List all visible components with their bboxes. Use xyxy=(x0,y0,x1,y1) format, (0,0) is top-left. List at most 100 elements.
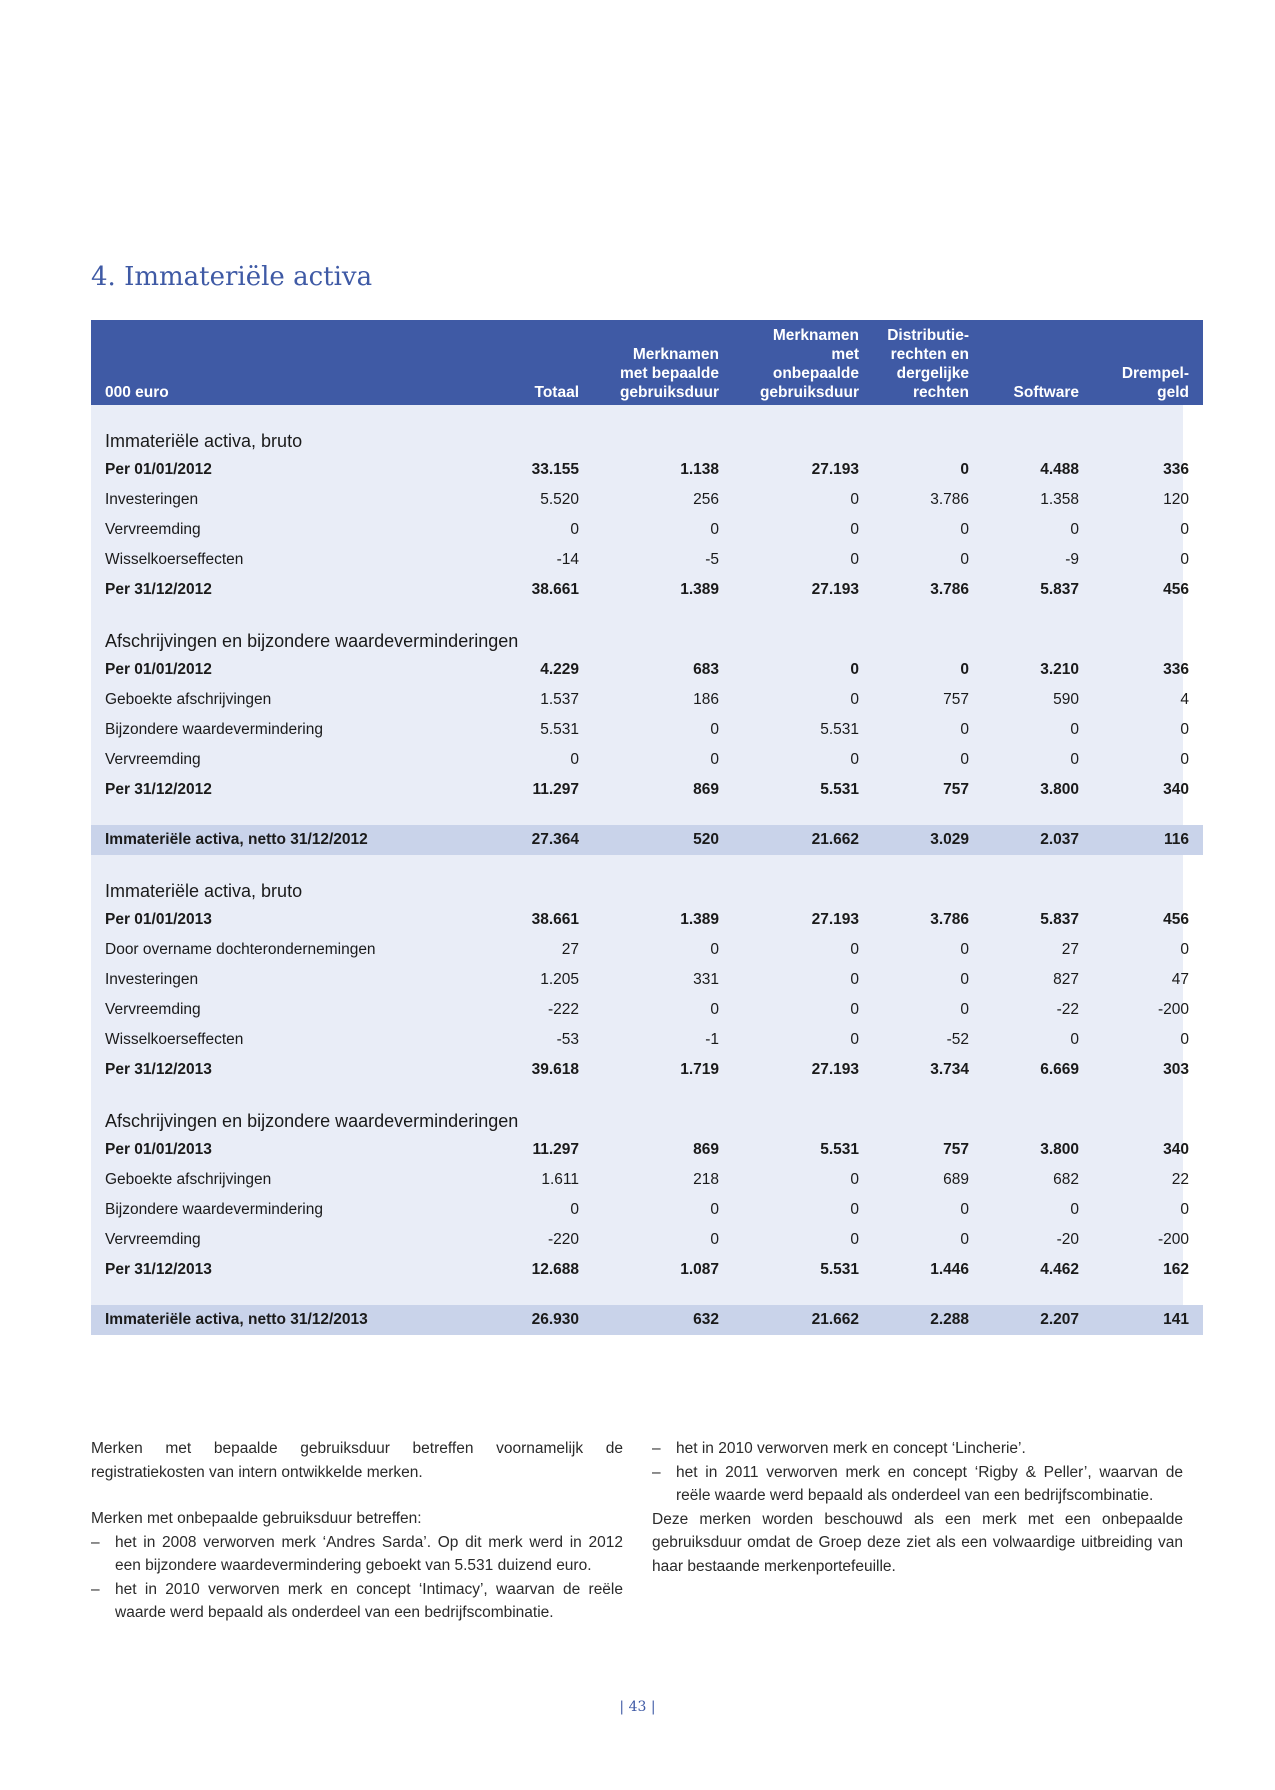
table-cell: 0 xyxy=(850,941,859,958)
table-cell: 0 xyxy=(960,461,969,478)
note-bullet-list: – het in 2010 verworven merk en concept ‘… xyxy=(652,1437,1183,1508)
table-cell: 0 xyxy=(850,1001,859,1018)
dash-marker: – xyxy=(91,1533,100,1551)
page-number-bar-right: | xyxy=(650,1699,656,1715)
table-row: Geboekte afschrijvingen 1.611 218 0 689 682 22 xyxy=(91,1165,1203,1195)
row-label: Vervreemding xyxy=(105,751,201,768)
table-cell: 1.205 xyxy=(540,971,579,988)
table-cell: 4.488 xyxy=(1040,461,1079,478)
notes-left-column: Merken met bepaalde gebruiksduur betreff… xyxy=(91,1437,623,1625)
table-cell: 2.037 xyxy=(983,825,1093,855)
page-title: 4. Immateriële activa xyxy=(91,262,373,292)
table-cell: 0 xyxy=(850,691,859,708)
column-header-line: geld xyxy=(1157,384,1189,401)
column-header: Software xyxy=(983,320,1093,405)
table-cell: 0 xyxy=(850,521,859,538)
column-header-line: met bepaalde xyxy=(619,365,719,382)
table-cell: 0 xyxy=(960,1231,969,1248)
section-heading: Immateriële activa, bruto xyxy=(105,881,303,901)
table-cell: 0 xyxy=(1070,721,1079,738)
table-cell: 0 xyxy=(1070,1031,1079,1048)
section-heading-row: Immateriële activa, bruto xyxy=(91,405,1203,455)
row-label: Per 31/12/2013 xyxy=(105,1261,212,1278)
table-cell: 0 xyxy=(960,661,969,678)
table-cell: 3.734 xyxy=(930,1061,969,1078)
table-cell: 27 xyxy=(561,941,579,958)
row-label: Per 01/01/2012 xyxy=(105,461,212,478)
table-cell: 689 xyxy=(943,1171,969,1188)
note-paragraph: Merken met onbepaalde gebruiksduur betre… xyxy=(91,1510,422,1527)
table-cell: -20 xyxy=(1056,1231,1079,1248)
table-cell: 0 xyxy=(1180,1201,1189,1218)
column-header: Distributie-rechten en dergelijke rechten xyxy=(873,320,983,405)
table-cell: 331 xyxy=(693,971,719,988)
table-row: Wisselkoerseffecten -53 -1 0 -52 0 0 xyxy=(91,1025,1203,1055)
table-cell: 0 xyxy=(960,751,969,768)
table-cell: 0 xyxy=(1070,521,1079,538)
row-label: Investeringen xyxy=(105,971,199,988)
table-cell: 12.688 xyxy=(531,1261,579,1278)
dash-marker: – xyxy=(652,1463,661,1481)
table-cell: -5 xyxy=(705,551,719,568)
note-bullet-list: – het in 2008 verworven merk ‘Andres Sard… xyxy=(91,1531,623,1625)
table-cell: 0 xyxy=(960,1201,969,1218)
table-cell: 1.389 xyxy=(680,911,719,928)
table-row: Per 31/12/2013 12.688 1.087 5.531 1.446 4.462… xyxy=(91,1255,1203,1285)
table-body: Immateriële activa, bruto Per 01/01/2012 3… xyxy=(91,405,1203,1335)
table-cell: 0 xyxy=(570,1201,579,1218)
table-cell: 3.029 xyxy=(873,825,983,855)
table-row: Vervreemding 0 0 0 0 0 0 xyxy=(91,515,1203,545)
table-cell: 3.786 xyxy=(930,491,969,508)
table-cell: -22 xyxy=(1056,1001,1079,1018)
table-cell: 26.930 xyxy=(463,1305,593,1335)
table-cell: 162 xyxy=(1163,1261,1189,1278)
section-heading: Afschrijvingen en bijzondere waardevermi… xyxy=(105,1111,519,1131)
table-cell: 1.358 xyxy=(1040,491,1079,508)
table-cell: 0 xyxy=(710,721,719,738)
row-label: Wisselkoerseffecten xyxy=(105,1031,244,1048)
table-cell: 141 xyxy=(1093,1305,1203,1335)
table-cell: 0 xyxy=(710,941,719,958)
table-cell: 336 xyxy=(1163,661,1189,678)
row-label: Per 31/12/2012 xyxy=(105,581,212,598)
table-cell: 27.193 xyxy=(811,1061,859,1078)
column-header: Merknamen met bepaalde gebruiksduur xyxy=(593,320,733,405)
section-heading: Immateriële activa, bruto xyxy=(105,431,303,451)
table-cell: 5.531 xyxy=(820,1261,859,1278)
note-bullet-text: het in 2010 verworven merk en concept ‘I… xyxy=(115,1580,623,1622)
table-cell: 456 xyxy=(1163,911,1189,928)
table-cell: 27.193 xyxy=(811,581,859,598)
table-cell: 3.800 xyxy=(1040,781,1079,798)
table-cell: 0 xyxy=(960,1001,969,1018)
table-cell: 0 xyxy=(710,521,719,538)
table-row: Vervreemding -220 0 0 0 -20 -200 xyxy=(91,1225,1203,1255)
table-cell: 4.229 xyxy=(540,661,579,678)
note-bullet: – het in 2010 verworven merk en concept ‘… xyxy=(652,1437,1183,1461)
table-cell: 27.364 xyxy=(463,825,593,855)
row-label: Per 01/01/2013 xyxy=(105,911,212,928)
table-cell: -9 xyxy=(1065,551,1079,568)
dash-marker: – xyxy=(91,1580,100,1598)
table-cell: 120 xyxy=(1163,491,1189,508)
column-header: Totaal xyxy=(463,320,593,405)
notes-right-column: – het in 2010 verworven merk en concept ‘… xyxy=(652,1437,1183,1578)
table-cell: 0 xyxy=(1180,751,1189,768)
table-cell: 0 xyxy=(850,751,859,768)
table-cell: 0 xyxy=(850,491,859,508)
table-cell: 27 xyxy=(1061,941,1079,958)
section-heading-row: Afschrijvingen en bijzondere waardevermi… xyxy=(91,605,1203,655)
table-cell: 21.662 xyxy=(733,1305,873,1335)
table-cell: 27.193 xyxy=(811,911,859,928)
section-heading-row: Afschrijvingen en bijzondere waardevermi… xyxy=(91,1085,1203,1135)
spacer-cell xyxy=(91,1285,1203,1305)
table-cell: 27.193 xyxy=(811,461,859,478)
table-cell: 303 xyxy=(1163,1061,1189,1078)
table-row: Per 31/12/2012 38.661 1.389 27.193 3.786 5.83… xyxy=(91,575,1203,605)
table-cell: 520 xyxy=(593,825,733,855)
column-header: Drempel-geld xyxy=(1093,320,1203,405)
column-header-line: Merknamen xyxy=(632,346,719,363)
table-cell: 0 xyxy=(710,751,719,768)
table-cell: 2.288 xyxy=(873,1305,983,1335)
column-header: 000 euro xyxy=(91,320,463,405)
table-cell: 21.662 xyxy=(733,825,873,855)
